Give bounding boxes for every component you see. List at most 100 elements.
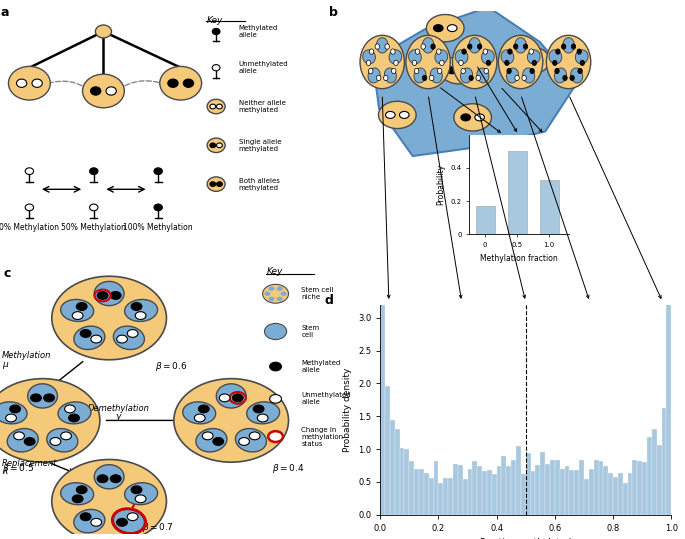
- Bar: [462, 479, 467, 515]
- Circle shape: [461, 114, 471, 121]
- Text: Demethylation: Demethylation: [88, 404, 149, 413]
- Circle shape: [523, 44, 527, 49]
- Bar: [390, 420, 395, 515]
- Circle shape: [219, 394, 230, 402]
- Bar: [404, 449, 409, 515]
- Circle shape: [515, 75, 519, 81]
- Circle shape: [570, 75, 574, 81]
- Circle shape: [135, 312, 146, 320]
- Circle shape: [199, 405, 209, 413]
- Circle shape: [532, 60, 536, 66]
- Circle shape: [76, 302, 87, 310]
- Bar: [613, 476, 618, 515]
- Circle shape: [414, 68, 419, 74]
- Text: Both alleles
methylated: Both alleles methylated: [238, 178, 279, 191]
- Text: $\mu$: $\mu$: [2, 360, 10, 370]
- PathPatch shape: [95, 281, 124, 306]
- Bar: [414, 469, 419, 515]
- PathPatch shape: [527, 50, 540, 64]
- Bar: [473, 461, 477, 515]
- Circle shape: [64, 405, 75, 413]
- Bar: [589, 469, 594, 515]
- Circle shape: [90, 204, 98, 211]
- Circle shape: [264, 292, 271, 296]
- Bar: [380, 115, 385, 515]
- Circle shape: [366, 60, 371, 66]
- Circle shape: [440, 57, 477, 84]
- Text: Single allele
methylated: Single allele methylated: [238, 139, 281, 152]
- Circle shape: [90, 168, 98, 175]
- PathPatch shape: [113, 509, 145, 533]
- Bar: [599, 461, 603, 515]
- Bar: [632, 460, 637, 515]
- Bar: [662, 409, 667, 515]
- Circle shape: [95, 25, 112, 38]
- Circle shape: [476, 75, 480, 81]
- Circle shape: [61, 432, 71, 440]
- Circle shape: [426, 15, 464, 42]
- Circle shape: [512, 47, 549, 74]
- Bar: [603, 466, 608, 515]
- Y-axis label: Probability density: Probability density: [343, 368, 352, 452]
- Text: 0% Methylation: 0% Methylation: [0, 223, 60, 232]
- Circle shape: [378, 101, 416, 129]
- Circle shape: [91, 335, 101, 343]
- Circle shape: [507, 68, 511, 74]
- Circle shape: [73, 312, 83, 320]
- PathPatch shape: [414, 68, 426, 83]
- PathPatch shape: [362, 50, 375, 64]
- Circle shape: [406, 35, 450, 88]
- Bar: [594, 460, 599, 515]
- Circle shape: [210, 104, 216, 109]
- Circle shape: [110, 292, 121, 299]
- PathPatch shape: [389, 50, 402, 64]
- Circle shape: [52, 276, 166, 360]
- Circle shape: [360, 35, 404, 88]
- Bar: [506, 466, 511, 515]
- Circle shape: [116, 519, 127, 526]
- Bar: [516, 446, 521, 515]
- Bar: [482, 472, 487, 515]
- Circle shape: [264, 323, 286, 340]
- Text: $\beta = 0.7$: $\beta = 0.7$: [142, 521, 174, 534]
- PathPatch shape: [125, 483, 158, 505]
- PathPatch shape: [506, 68, 519, 83]
- Bar: [579, 460, 584, 515]
- Circle shape: [390, 49, 395, 54]
- Text: 100% Methylation: 100% Methylation: [123, 223, 193, 232]
- Circle shape: [514, 44, 518, 49]
- Bar: [492, 474, 497, 515]
- Bar: [443, 478, 448, 515]
- X-axis label: Fraction methylated: Fraction methylated: [480, 538, 571, 539]
- Circle shape: [468, 44, 472, 49]
- Circle shape: [116, 335, 127, 343]
- Text: Methylated
allele: Methylated allele: [238, 25, 278, 38]
- Text: $\beta = 0.5$: $\beta = 0.5$: [2, 462, 34, 475]
- Circle shape: [505, 60, 509, 66]
- Circle shape: [555, 68, 559, 74]
- Text: Key: Key: [266, 267, 283, 276]
- Text: Change in
methylation
status: Change in methylation status: [301, 426, 344, 447]
- Circle shape: [529, 49, 534, 54]
- Text: Methylated
allele: Methylated allele: [301, 360, 340, 373]
- Circle shape: [32, 79, 42, 87]
- PathPatch shape: [408, 50, 421, 64]
- Circle shape: [82, 74, 125, 108]
- Bar: [501, 455, 506, 515]
- Circle shape: [553, 60, 557, 66]
- Bar: [429, 478, 434, 515]
- Circle shape: [154, 204, 162, 211]
- PathPatch shape: [501, 50, 514, 64]
- PathPatch shape: [563, 38, 574, 53]
- Bar: [627, 473, 632, 515]
- Circle shape: [421, 44, 425, 49]
- Bar: [497, 466, 501, 515]
- Circle shape: [210, 143, 216, 148]
- Circle shape: [423, 75, 427, 81]
- Bar: [525, 453, 531, 515]
- Bar: [657, 445, 662, 515]
- PathPatch shape: [183, 402, 216, 424]
- Circle shape: [533, 57, 543, 64]
- Text: d: d: [325, 294, 334, 307]
- Circle shape: [154, 168, 162, 175]
